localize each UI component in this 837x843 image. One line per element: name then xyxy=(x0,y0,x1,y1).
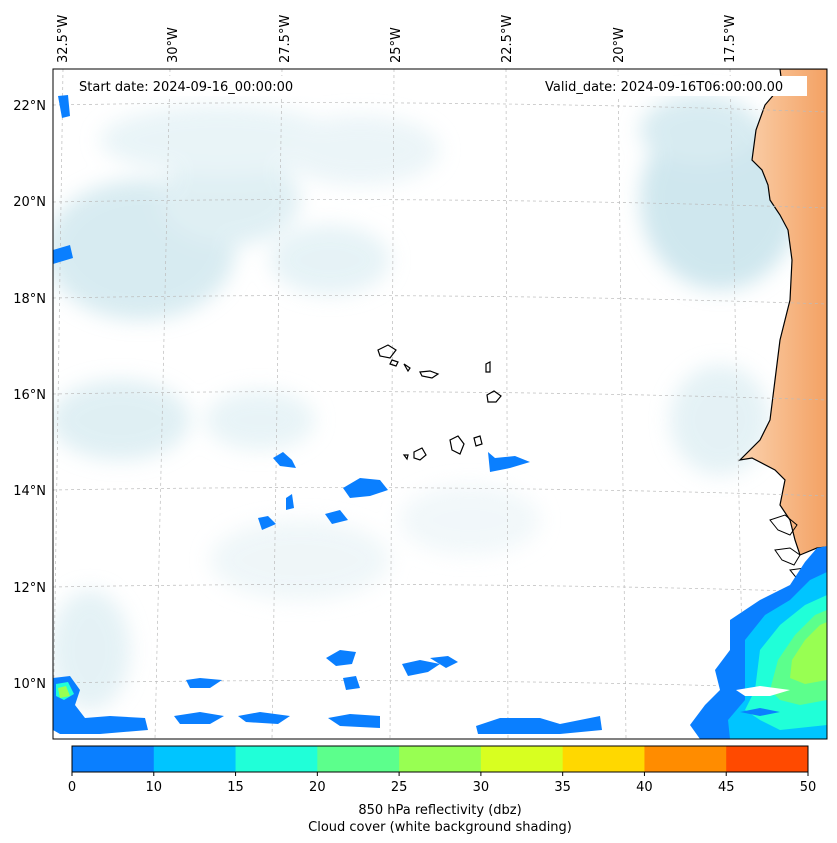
colorbar: 0 10 15 20 25 30 35 40 45 50 xyxy=(68,745,817,795)
colorbar-tick-label: 40 xyxy=(636,780,653,795)
lon-label: 22.5°W xyxy=(500,15,515,63)
west-africa-land xyxy=(738,69,827,556)
longitude-labels: 32.5°W 30°W 27.5°W 25°W 22.5°W 20°W 17.5… xyxy=(56,15,738,63)
colorbar-tick-label: 30 xyxy=(473,780,490,795)
valid-date-box xyxy=(539,76,807,96)
colorbar-label: 850 hPa reflectivity (dbz) xyxy=(358,803,521,818)
colorbar-swatch xyxy=(726,746,809,772)
start-date-box xyxy=(73,76,323,96)
map-border xyxy=(52,68,828,740)
lon-label: 25°W xyxy=(389,27,404,63)
colorbar-tick-label: 45 xyxy=(718,780,735,795)
colorbar-swatch xyxy=(72,746,155,772)
colorbar-swatch xyxy=(153,746,237,772)
cape-verde-islands xyxy=(377,344,502,461)
lon-label: 32.5°W xyxy=(56,15,71,63)
colorbar-swatch xyxy=(235,746,318,772)
colorbar-tick-label: 50 xyxy=(800,780,817,795)
lat-label: 16°N xyxy=(13,388,46,403)
lat-label: 12°N xyxy=(13,581,46,596)
colorbar-swatch xyxy=(480,746,564,772)
colorbar-swatch xyxy=(399,746,482,772)
lon-label: 20°W xyxy=(612,27,627,63)
colorbar-sublabel: Cloud cover (white background shading) xyxy=(308,820,572,835)
start-date-label: Start date: 2024-09-16_00:00:00 xyxy=(79,80,293,95)
lat-label: 10°N xyxy=(13,677,46,692)
lat-label: 20°N xyxy=(13,195,46,210)
lon-label: 30°W xyxy=(166,27,181,63)
reflectivity-field xyxy=(53,95,827,739)
colorbar-tick-label: 10 xyxy=(146,780,163,795)
lat-label: 18°N xyxy=(13,292,46,307)
colorbar-tick-label: 35 xyxy=(554,780,571,795)
colorbar-border xyxy=(71,745,809,773)
colorbar-tick-label: 25 xyxy=(391,780,408,795)
colorbar-swatch xyxy=(644,746,727,772)
lat-label: 22°N xyxy=(13,99,46,114)
cloud-cover-shading xyxy=(53,95,800,710)
lat-label: 14°N xyxy=(13,484,46,499)
lon-label: 17.5°W xyxy=(723,15,738,63)
colorbar-swatch xyxy=(562,746,645,772)
colorbar-tick-label: 0 xyxy=(68,780,76,795)
gridlines xyxy=(53,69,827,739)
latitude-labels: 22°N 20°N 18°N 16°N 14°N 12°N 10°N xyxy=(13,99,46,692)
lon-label: 27.5°W xyxy=(278,15,293,63)
valid-date-label: Valid_date: 2024-09-16T06:00:00.00 xyxy=(545,80,783,95)
colorbar-swatch xyxy=(317,746,400,772)
colorbar-tick-label: 20 xyxy=(309,780,326,795)
colorbar-tick-label: 15 xyxy=(227,780,244,795)
map-content xyxy=(53,69,827,739)
